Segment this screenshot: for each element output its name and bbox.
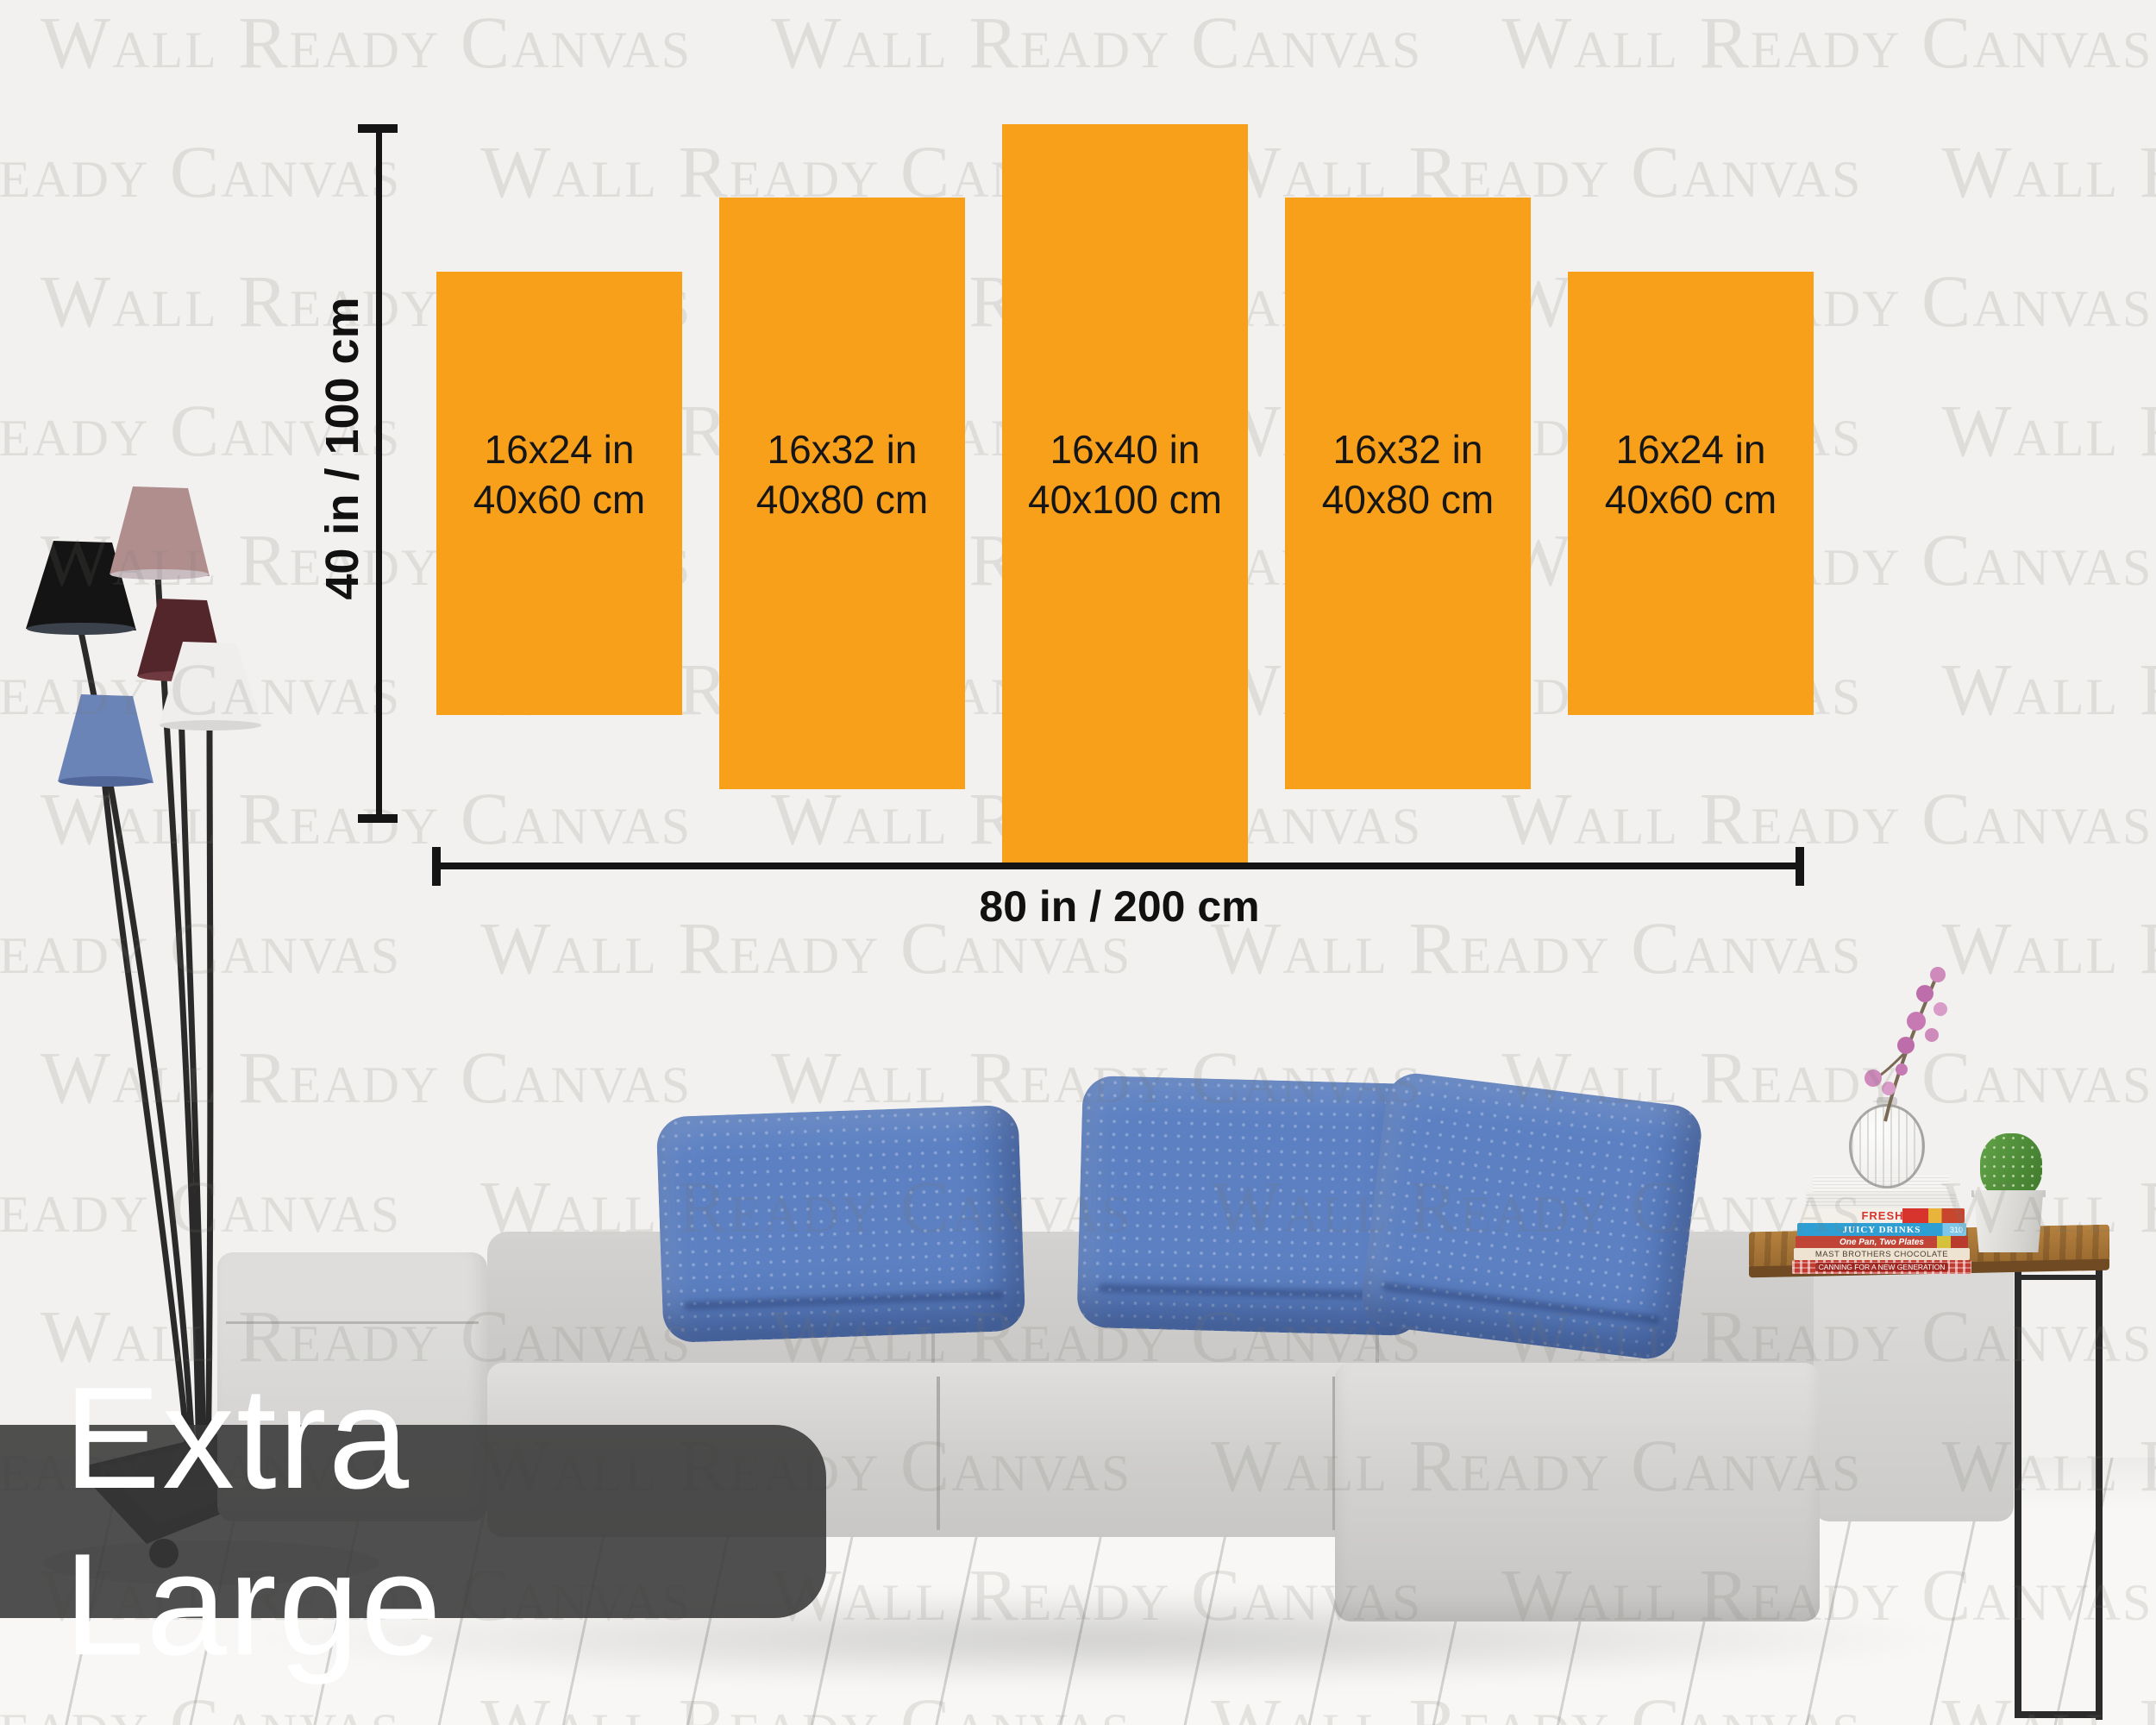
panel-3-size-label: 16x40 in 40x100 cm bbox=[1027, 427, 1222, 522]
table-top-rail bbox=[2015, 1275, 2103, 1280]
height-dimension-cap-bottom bbox=[358, 814, 398, 823]
plant-pot bbox=[1973, 1190, 2044, 1252]
lamp-shade-mauve bbox=[110, 486, 210, 576]
book-badge: 310 bbox=[1949, 1225, 1963, 1234]
size-badge-label: Extra Large bbox=[64, 1357, 443, 1685]
canvas-panel-2 bbox=[719, 198, 965, 789]
cactus bbox=[1980, 1133, 2042, 1199]
book-title: FRESH bbox=[1861, 1209, 1904, 1222]
book-one-pan-two-plates: One Pan, Two Plates bbox=[1796, 1236, 1968, 1248]
book-title: MAST BROTHERS CHOCOLATE bbox=[1814, 1249, 1949, 1259]
table-leg-front bbox=[2096, 1270, 2103, 1720]
width-dimension-line bbox=[436, 862, 1801, 869]
canvas-panel-3 bbox=[1002, 124, 1248, 862]
lamp-shade-black bbox=[26, 541, 136, 630]
size-badge: Extra Large bbox=[0, 1357, 826, 1685]
vase-neck bbox=[1877, 1097, 1897, 1106]
book-title: JUICY DRINKS bbox=[1842, 1224, 1921, 1235]
canvas-panel-1 bbox=[436, 272, 682, 715]
book-title: One Pan, Two Plates bbox=[1839, 1237, 1924, 1247]
width-dimension-cap-right bbox=[1796, 847, 1804, 886]
width-dimension-cap-left bbox=[432, 847, 441, 886]
table-leg-back bbox=[2015, 1268, 2021, 1713]
width-dimension-label: 80 in / 200 cm bbox=[979, 882, 1260, 931]
height-dimension-line bbox=[376, 128, 382, 821]
panel-1-size-label: 16x24 in 40x60 cm bbox=[473, 427, 646, 522]
book-mast-brothers: MAST BROTHERS CHOCOLATE bbox=[1794, 1248, 1970, 1260]
panel-2-size-label: 16x32 in 40x80 cm bbox=[755, 427, 929, 522]
sofa-ottoman bbox=[1335, 1363, 1820, 1622]
book-title: CANNING FOR A NEW GENERATION bbox=[1814, 1263, 1949, 1271]
book-canning: CANNING FOR A NEW GENERATION bbox=[1792, 1260, 1971, 1274]
pink-blossoms bbox=[1865, 967, 1947, 1095]
book-juicy-drinks: JUICY DRINKS 310 bbox=[1797, 1223, 1966, 1236]
panel-4-size-label: 16x32 in 40x80 cm bbox=[1321, 427, 1495, 522]
canvas-panel-4 bbox=[1285, 198, 1531, 789]
sofa-armrest-right bbox=[1814, 1252, 2014, 1521]
panel-5-size-label: 16x24 in 40x60 cm bbox=[1604, 427, 1777, 522]
table-bottom-rail bbox=[2015, 1711, 2103, 1718]
size-diagram: 16x24 in 40x60 cm 16x32 in 40x80 cm 16x40 … bbox=[317, 124, 1814, 931]
lamp-shade-white bbox=[159, 642, 263, 727]
book-white-second bbox=[1806, 1192, 1956, 1208]
sofa-armrest-seam bbox=[226, 1321, 479, 1324]
lamp-shades bbox=[26, 486, 263, 787]
book-fresh: FRESH bbox=[1801, 1208, 1965, 1223]
height-dimension-label: 40 in / 100 cm bbox=[317, 297, 368, 600]
height-dimension-cap-top bbox=[358, 124, 398, 133]
canvas-panel-5 bbox=[1568, 272, 1814, 715]
lamp-shade-blue bbox=[58, 694, 154, 783]
sofa-seat-seam bbox=[937, 1377, 940, 1530]
sofa-seat-seam bbox=[1332, 1377, 1336, 1530]
